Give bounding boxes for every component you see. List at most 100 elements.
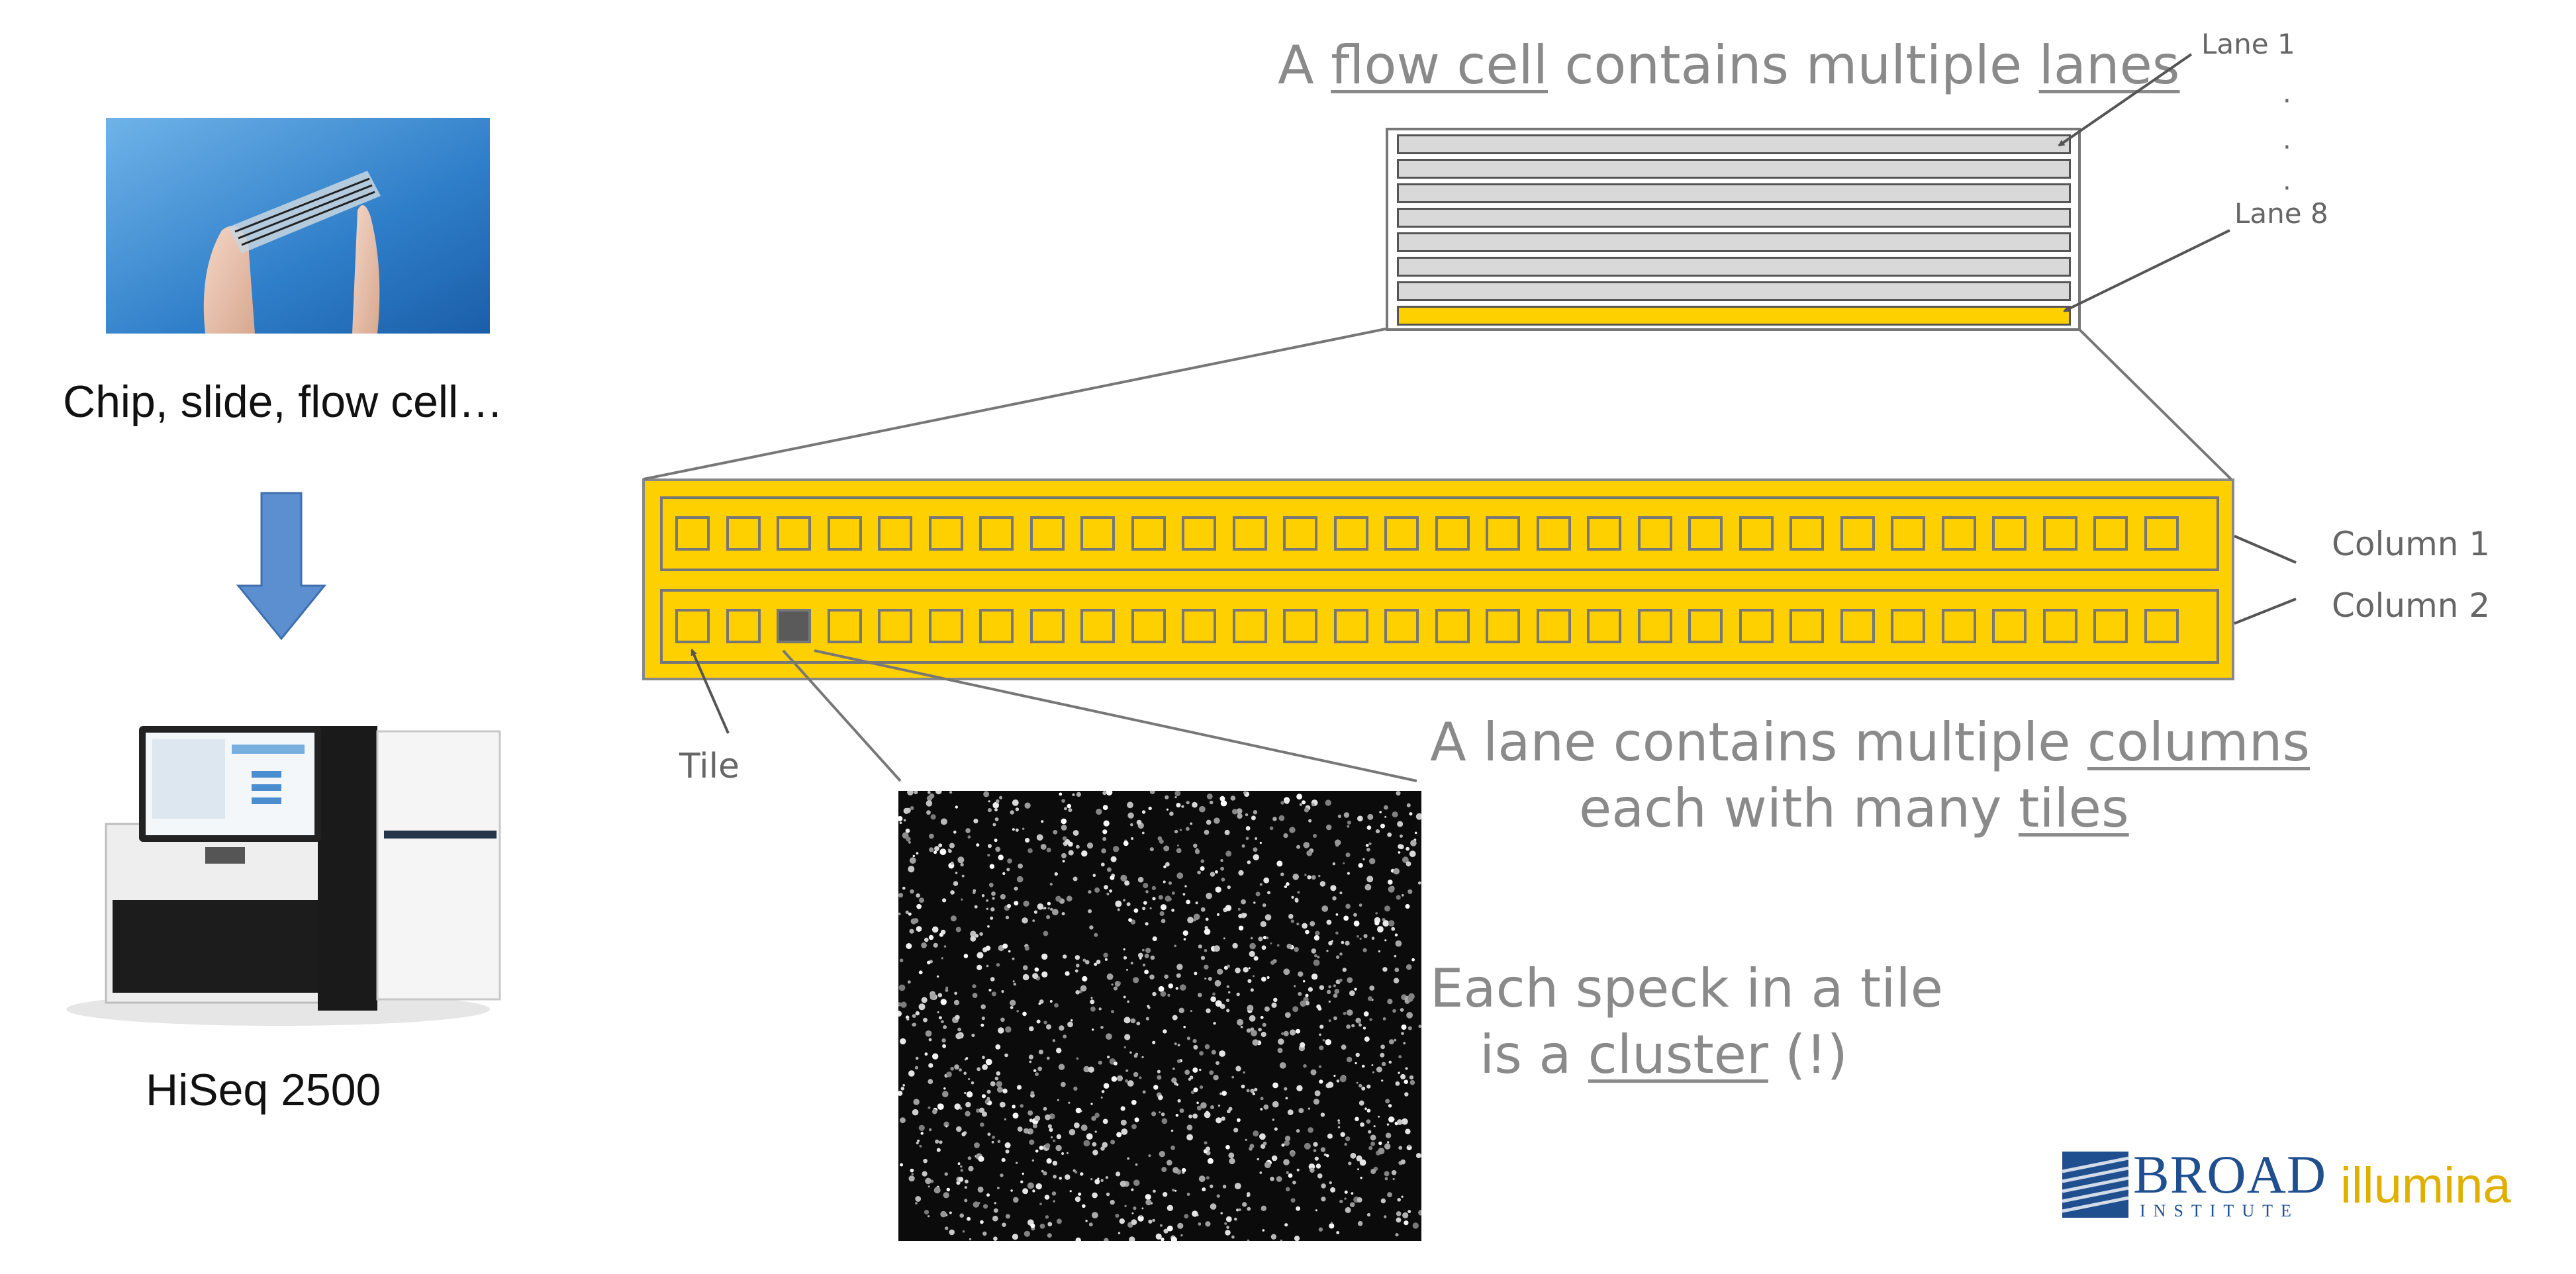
cluster-speck [1216,1061,1219,1066]
cluster-speck [935,791,942,795]
tile [1587,609,1621,643]
cluster-speck [1319,985,1325,990]
cluster-speck [930,814,936,820]
cluster-speck [1020,1104,1024,1108]
cluster-speck [1375,829,1380,834]
cluster-speck [943,1087,946,1090]
cluster-speck [1288,1173,1293,1178]
cluster-speck [1333,993,1338,998]
cluster-speck [1047,1222,1053,1227]
cluster-speck [1306,850,1313,856]
cluster-speck [1328,985,1331,989]
cluster-speck [1397,1198,1401,1202]
cluster-speck [1388,1116,1394,1122]
cluster-speck [1130,962,1133,965]
cluster-speck [1410,840,1417,846]
cluster-speck [1396,895,1401,900]
cluster-speck [1364,1036,1370,1042]
cluster-speck [1043,907,1047,910]
cluster-speck [1262,903,1266,907]
cluster-speck [1340,1132,1345,1137]
cluster-speck [1245,1138,1247,1141]
cluster-speck [1002,872,1006,876]
cluster-speck [1061,852,1067,858]
cluster-speck [1197,870,1201,875]
cluster-speck [1214,945,1220,952]
cluster-speck [1380,1044,1385,1050]
cluster-speck [1407,1026,1412,1030]
cluster-speck [1349,1202,1355,1208]
cluster-speck [1398,1071,1400,1074]
cluster-speck [1227,991,1231,994]
cluster-speck [1168,983,1174,989]
cluster-speck [957,1027,961,1032]
cluster-speck [992,897,995,900]
cluster-speck [1045,1143,1051,1149]
cluster-speck [1157,1069,1161,1073]
cluster-speck [1140,1214,1143,1217]
cluster-speck [1325,799,1331,806]
tile [675,609,710,643]
cluster-speck [980,1122,984,1127]
cluster-speck [1350,1152,1357,1159]
cluster-speck [1153,1085,1159,1090]
cluster-speck [1311,875,1316,880]
cluster-speck [1308,987,1313,992]
cluster-speck [942,1091,949,1097]
tile [2093,609,2128,643]
cluster-speck [982,1204,988,1209]
cluster-speck [985,1058,992,1066]
cluster-speck [1208,977,1212,981]
cluster-speck [1053,1175,1057,1179]
cluster-speck [1264,914,1272,921]
tile [1435,609,1470,643]
cluster-speck [991,991,996,997]
cluster-speck [1356,1081,1359,1084]
cluster-speck [970,936,977,942]
cluster-speck [1284,1087,1288,1091]
cluster-speck [1330,1187,1336,1193]
cluster-speck [1076,964,1080,968]
cluster-speck [1151,886,1156,890]
cluster-speck [1082,958,1086,962]
cluster-speck [1357,1220,1363,1226]
cluster-speck [996,963,1000,967]
cluster-speck [968,1078,971,1080]
tile [1992,516,2027,551]
cluster-speck [1314,954,1317,958]
cluster-speck [1221,878,1225,882]
cluster-speck [1243,967,1249,973]
tile [1688,609,1723,643]
cluster-speck [1005,915,1010,919]
cluster-speck [921,942,927,948]
cluster-speck [1005,1214,1010,1219]
cluster-speck [1225,905,1232,911]
cluster-speck [1248,967,1251,970]
instrument-caption: HiSeq 2500 [146,1065,381,1115]
cluster-speck [1290,919,1294,923]
cluster-speck [1114,1062,1118,1066]
cluster-speck [1260,1016,1264,1019]
cluster-speck [1407,1144,1411,1148]
cluster-speck [995,1044,1001,1050]
tile [1333,609,1368,643]
cluster-speck [1012,957,1015,960]
cluster-speck [1224,829,1230,835]
cluster-speck [1192,1113,1198,1119]
tile [979,516,1014,551]
cluster-speck [1110,875,1115,880]
cluster-speck [1059,1177,1062,1180]
cluster-speck [1006,903,1012,909]
tile [1232,609,1267,643]
cluster-speck [1163,1029,1167,1034]
cluster-speck [1145,890,1149,893]
cluster-speck [1094,933,1098,937]
cluster-speck [912,854,915,858]
cluster-speck [1061,818,1067,825]
cluster-speck [1186,899,1190,905]
cluster-speck [986,899,988,902]
cluster-speck [1304,1142,1311,1150]
cluster-speck [1094,1113,1100,1118]
cluster-speck [982,1064,988,1070]
cluster-speck [1186,1036,1190,1040]
